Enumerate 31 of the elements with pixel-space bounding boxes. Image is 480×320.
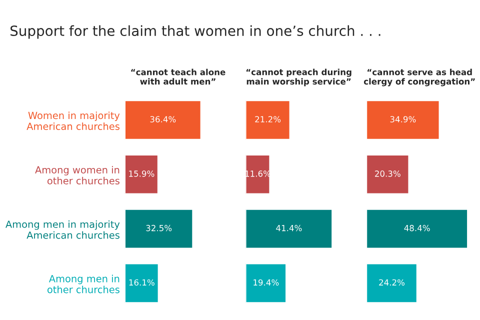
bar [366, 100, 440, 140]
y-tick-label: Women in majority American churches [26, 112, 120, 130]
bar [366, 154, 410, 195]
chart-title: “cannot teach alone with adult men” [131, 68, 226, 85]
y-tick-label: Among men in other churches [47, 274, 120, 294]
y-tick-label: Among men in majority American churches [6, 220, 120, 239]
bar [124, 100, 202, 140]
data-label: 41.4% [276, 224, 302, 232]
bar [246, 100, 291, 140]
chart-title: “cannot preach during main worship service” [246, 68, 352, 86]
bar [246, 154, 271, 195]
data-label: 19.4% [254, 279, 279, 286]
bar [124, 208, 194, 250]
data-label: 15.9% [129, 170, 154, 177]
y-tick-label: Among women in other churches [35, 166, 120, 184]
bar [246, 262, 287, 304]
bar [366, 208, 468, 250]
data-label: 34.9% [390, 116, 416, 122]
bar [124, 262, 160, 304]
bar [246, 208, 333, 250]
data-label: 36.4% [150, 116, 176, 122]
bar [366, 262, 418, 304]
chart-title: “cannot serve as head clergy of congregation” [364, 68, 475, 86]
data-label: 32.5% [146, 224, 172, 232]
data-label: 24.2% [379, 279, 405, 286]
data-label: 20.3% [375, 170, 400, 177]
data-label: 16.1% [129, 279, 154, 286]
data-label: 48.4% [404, 224, 430, 232]
text: Support for the claim that women in one’s church . . . [10, 25, 380, 39]
bar [124, 154, 159, 195]
data-label: 21.2% [255, 116, 281, 122]
